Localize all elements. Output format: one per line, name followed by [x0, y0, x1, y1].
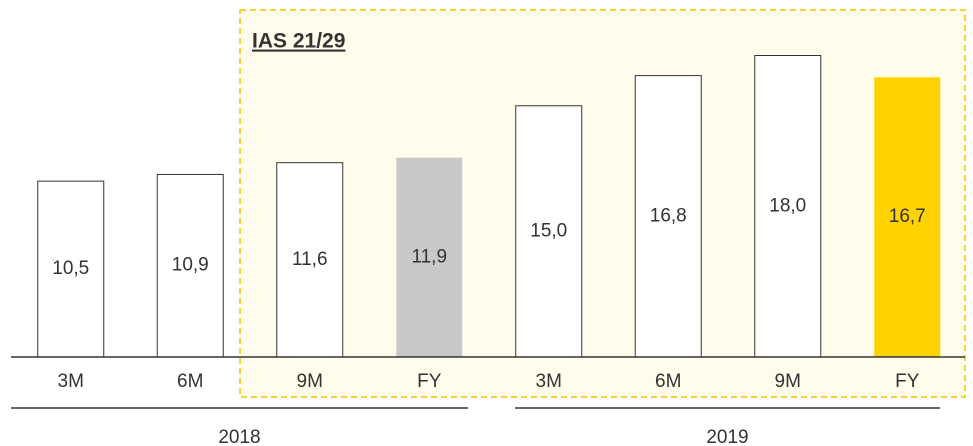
x-tick-label: 6M: [177, 371, 203, 392]
group-label: 2019: [706, 427, 748, 446]
bar: [276, 162, 344, 358]
value-label: 16,7: [889, 206, 926, 227]
ias-region: [239, 9, 966, 398]
x-tick-label: FY: [417, 371, 442, 392]
bar: [874, 77, 941, 358]
x-tick-label: 9M: [297, 371, 323, 392]
x-tick-label: 9M: [775, 371, 801, 392]
value-label: 10,5: [52, 258, 89, 279]
x-tick-label: 3M: [536, 371, 562, 392]
value-label: 11,6: [292, 249, 328, 270]
x-tick-label: 3M: [58, 371, 84, 392]
value-label: 15,0: [530, 220, 567, 241]
value-label: 11,9: [411, 246, 447, 267]
bar: [396, 157, 463, 357]
value-label: 16,8: [650, 205, 687, 226]
value-label: 10,9: [172, 255, 209, 276]
bar: [37, 180, 105, 358]
x-tick-label: FY: [895, 371, 920, 392]
group-label: 2018: [218, 427, 260, 446]
annotation: IAS 21/29: [252, 30, 345, 53]
bar: [156, 173, 224, 358]
bar: [515, 105, 583, 358]
value-label: 18,0: [769, 195, 806, 216]
x-tick-label: 6M: [655, 371, 681, 392]
